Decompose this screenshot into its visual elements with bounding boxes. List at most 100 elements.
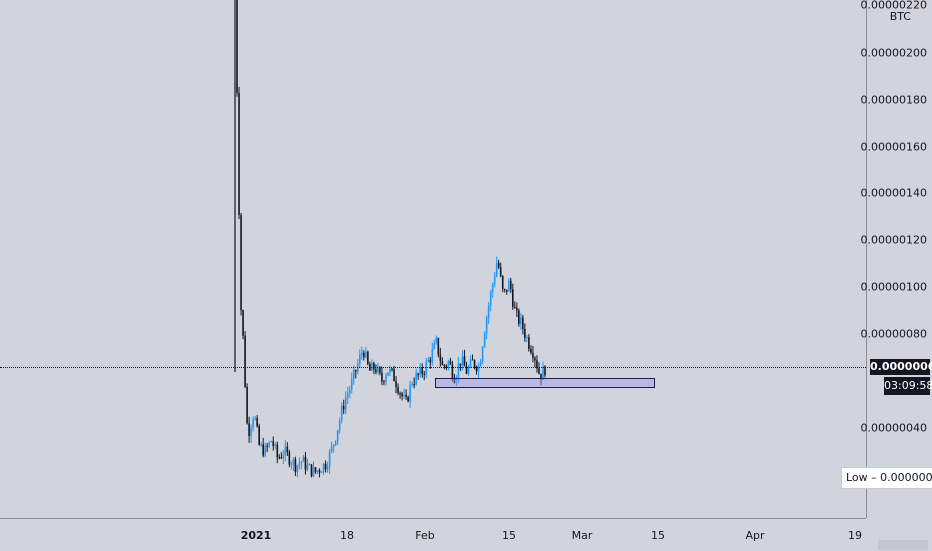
- candle-body: [501, 275, 504, 290]
- candle-body: [526, 337, 528, 339]
- candle-body: [375, 369, 377, 373]
- candle-body: [505, 289, 508, 292]
- candle-body: [236, 0, 238, 94]
- candle-body: [453, 378, 456, 383]
- candle-body: [481, 346, 484, 362]
- current-price-line: [0, 367, 866, 368]
- candle-body: [318, 470, 321, 473]
- candle-body: [322, 463, 325, 473]
- candle-body: [371, 363, 373, 371]
- candle-body: [532, 352, 534, 358]
- candle-body: [373, 363, 375, 370]
- candle-body: [306, 464, 309, 470]
- candle-body: [381, 372, 383, 382]
- candle-body: [377, 367, 379, 373]
- candle-body: [274, 444, 277, 447]
- candle-body: [270, 441, 273, 443]
- candle-body: [443, 365, 446, 367]
- candle-body: [449, 361, 452, 365]
- candle-body: [534, 357, 536, 361]
- price-tick-label: 0.00000200: [860, 46, 927, 60]
- price-tick-label: 0.00000040: [860, 421, 927, 435]
- candle-body: [340, 406, 343, 421]
- candle-body: [530, 348, 532, 353]
- candle-body: [520, 317, 522, 325]
- candle-body: [348, 389, 351, 394]
- time-tick-label: 19: [848, 529, 862, 542]
- candle-body: [292, 459, 295, 465]
- candle-body: [542, 366, 544, 380]
- candle-body: [487, 306, 490, 318]
- candle-body: [278, 457, 281, 459]
- candle-body: [409, 384, 411, 402]
- candle-body: [344, 397, 347, 410]
- candle-body: [509, 280, 512, 290]
- candle-body: [393, 368, 395, 382]
- candle-body: [495, 262, 498, 277]
- candle-body: [528, 337, 530, 349]
- candle-body: [522, 317, 524, 329]
- candle-body: [354, 369, 357, 372]
- candle-body: [280, 457, 283, 459]
- bar-countdown-label: 03:09:58: [884, 377, 932, 395]
- candle-body: [252, 419, 254, 428]
- candle-body: [284, 446, 287, 456]
- candle-body: [379, 367, 381, 373]
- candle-body: [244, 335, 246, 387]
- price-axis[interactable]: BTC 0.00000220 0.00000200 0.00000180 0.0000…: [861, 0, 932, 518]
- candle-body: [361, 352, 363, 355]
- candle-body: [417, 373, 419, 375]
- plot-area[interactable]: [0, 0, 866, 518]
- candle-body: [507, 280, 510, 292]
- candle-body: [310, 464, 313, 477]
- time-tick-label: 18: [340, 529, 354, 542]
- candle-body: [437, 337, 440, 355]
- price-tick-label: 0.00000160: [860, 140, 927, 154]
- candle-body: [276, 444, 279, 458]
- candle-body: [338, 420, 341, 431]
- candle-body: [238, 93, 240, 215]
- candle-body: [479, 361, 482, 367]
- candle-body: [367, 351, 369, 364]
- candle-body: [465, 366, 468, 374]
- candle-body: [475, 367, 478, 372]
- candle-body: [240, 214, 242, 311]
- candle-body: [489, 292, 492, 307]
- candle-body: [328, 451, 331, 468]
- candle-body: [514, 306, 516, 309]
- candle-body: [516, 308, 518, 311]
- candle-body: [288, 452, 291, 465]
- price-tick-label: 0.00000220: [860, 0, 927, 12]
- candle-body: [365, 351, 367, 358]
- candle-body: [282, 455, 285, 459]
- candle-body: [407, 397, 409, 402]
- candle-body: [242, 310, 244, 336]
- candle-body: [415, 373, 417, 385]
- candle-body: [304, 456, 307, 470]
- time-tick-label: Apr: [745, 529, 765, 542]
- price-tick-label: 0.00000180: [860, 93, 927, 107]
- candle-body: [455, 377, 458, 383]
- candle-body: [248, 423, 250, 437]
- candle-body: [286, 446, 289, 453]
- candle-body: [451, 364, 454, 379]
- support-zone-rectangle[interactable]: [435, 378, 655, 388]
- candle-body: [342, 406, 345, 410]
- candle-body: [518, 310, 520, 325]
- time-axis[interactable]: 2021 18 Feb 15 Mar 15 Apr 19: [0, 518, 866, 551]
- candle-body: [300, 461, 303, 464]
- candle-body: [405, 395, 407, 398]
- candle-body: [334, 440, 337, 445]
- time-tick-label: 2021: [240, 529, 272, 542]
- candle-body: [290, 464, 293, 466]
- settings-icon[interactable]: [878, 536, 928, 550]
- candle-body: [511, 289, 514, 307]
- candle-body: [399, 393, 401, 395]
- low-price-label: Low – 0.00000019: [841, 467, 932, 489]
- candle-body: [308, 464, 311, 466]
- candle-body: [483, 333, 486, 347]
- candle-body: [359, 354, 361, 364]
- candle-body: [296, 465, 299, 472]
- candle-body: [429, 359, 432, 363]
